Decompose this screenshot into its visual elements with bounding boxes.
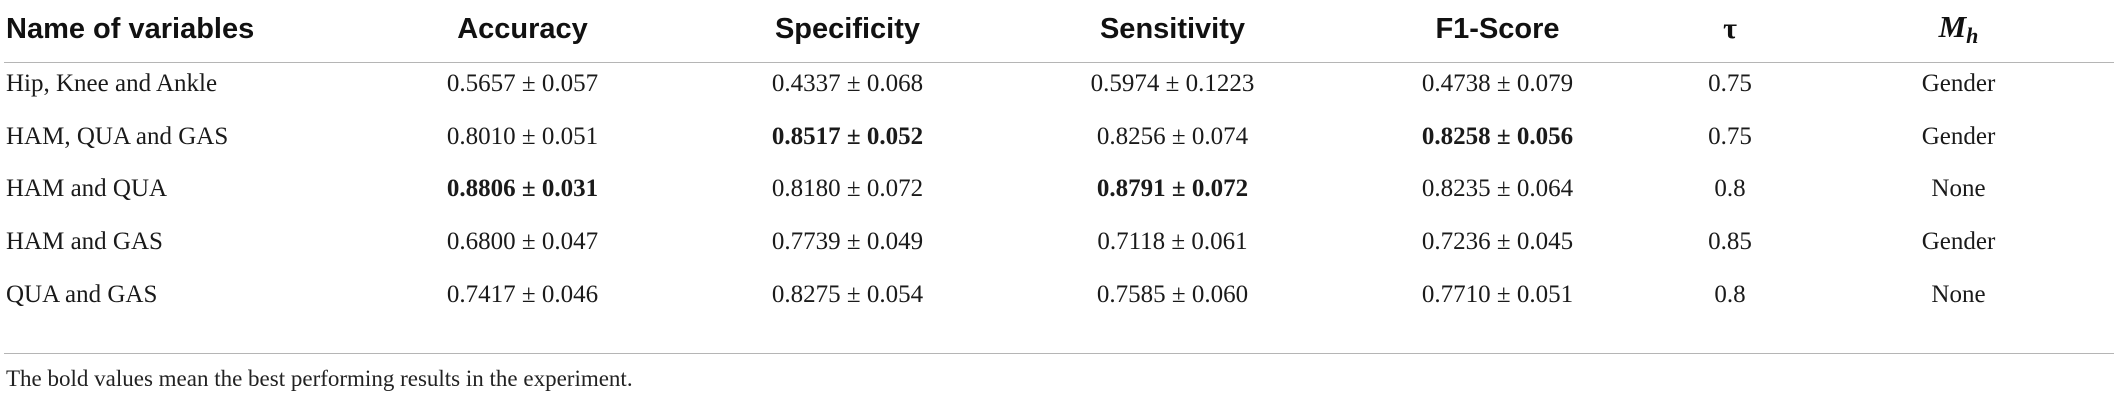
- cell-specificity: 0.8275 ± 0.054: [771, 280, 924, 308]
- cell-sensitivity-best: 0.8791 ± 0.072: [1096, 175, 1249, 203]
- cell-name: Hip, Knee and Ankle: [6, 70, 218, 98]
- header-accuracy: Accuracy: [457, 12, 588, 45]
- cell-f1-score: 0.7710 ± 0.051: [1421, 280, 1574, 308]
- cell-specificity: 0.7739 ± 0.049: [771, 228, 924, 256]
- cell-accuracy: 0.5657 ± 0.057: [446, 70, 599, 98]
- cell-f1-score-best: 0.8258 ± 0.056: [1421, 122, 1574, 150]
- cell-sensitivity: 0.7585 ± 0.060: [1096, 280, 1249, 308]
- header-divider: [4, 62, 2114, 63]
- cell-accuracy-best: 0.8806 ± 0.031: [446, 175, 599, 203]
- mh-symbol: Mh: [1938, 9, 1979, 48]
- cell-mh: Gender: [1921, 70, 1996, 98]
- cell-tau: 0.8: [1714, 280, 1746, 308]
- cell-f1-score: 0.8235 ± 0.064: [1421, 175, 1574, 203]
- table-row: Hip, Knee and Ankle 0.5657 ± 0.057 0.433…: [0, 58, 2117, 111]
- results-table-container: Name of variables Accuracy Specificity S…: [0, 0, 2117, 321]
- tau-symbol: τ: [1723, 12, 1737, 45]
- table-row: HAM, QUA and GAS 0.8010 ± 0.051 0.8517 ±…: [0, 111, 2117, 164]
- cell-sensitivity: 0.8256 ± 0.074: [1096, 122, 1249, 150]
- cell-name: HAM, QUA and GAS: [6, 122, 229, 150]
- cell-mh: None: [1931, 280, 1986, 308]
- header-tau: τ: [1660, 0, 1800, 58]
- table-bottom-divider: [4, 353, 2114, 354]
- cell-tau: 0.8: [1714, 175, 1746, 203]
- header-row: Name of variables Accuracy Specificity S…: [0, 0, 2117, 58]
- header-name: Name of variables: [6, 12, 255, 45]
- cell-mh: Gender: [1921, 228, 1996, 256]
- cell-accuracy: 0.7417 ± 0.046: [446, 280, 599, 308]
- cell-tau: 0.85: [1708, 228, 1752, 256]
- header-specificity: Specificity: [774, 12, 921, 45]
- table-footnote: The bold values mean the best performing…: [6, 366, 633, 391]
- cell-mh: Gender: [1921, 122, 1996, 150]
- cell-f1-score: 0.4738 ± 0.079: [1421, 70, 1574, 98]
- cell-accuracy: 0.6800 ± 0.047: [446, 228, 599, 256]
- header-mh: Mh: [1800, 0, 2117, 58]
- cell-mh: None: [1931, 175, 1986, 203]
- cell-name: QUA and GAS: [6, 280, 158, 308]
- cell-specificity: 0.8180 ± 0.072: [771, 175, 924, 203]
- cell-specificity-best: 0.8517 ± 0.052: [771, 122, 924, 150]
- mh-main: M: [1938, 9, 1967, 44]
- cell-specificity: 0.4337 ± 0.068: [771, 70, 924, 98]
- cell-sensitivity: 0.7118 ± 0.061: [1097, 228, 1248, 256]
- mh-subscript: h: [1966, 23, 1979, 48]
- table-row: HAM and QUA 0.8806 ± 0.031 0.8180 ± 0.07…: [0, 163, 2117, 216]
- cell-sensitivity: 0.5974 ± 0.1223: [1090, 70, 1255, 98]
- cell-accuracy: 0.8010 ± 0.051: [446, 122, 599, 150]
- table-row: QUA and GAS 0.7417 ± 0.046 0.8275 ± 0.05…: [0, 268, 2117, 321]
- header-sensitivity: Sensitivity: [1099, 12, 1246, 45]
- table-row: HAM and GAS 0.6800 ± 0.047 0.7739 ± 0.04…: [0, 216, 2117, 269]
- cell-name: HAM and QUA: [6, 175, 168, 203]
- cell-f1-score: 0.7236 ± 0.045: [1421, 228, 1574, 256]
- cell-name: HAM and GAS: [6, 228, 163, 256]
- header-f1-score: F1-Score: [1435, 12, 1560, 45]
- cell-tau: 0.75: [1708, 70, 1752, 98]
- results-table: Name of variables Accuracy Specificity S…: [0, 0, 2117, 321]
- cell-tau: 0.75: [1708, 122, 1752, 150]
